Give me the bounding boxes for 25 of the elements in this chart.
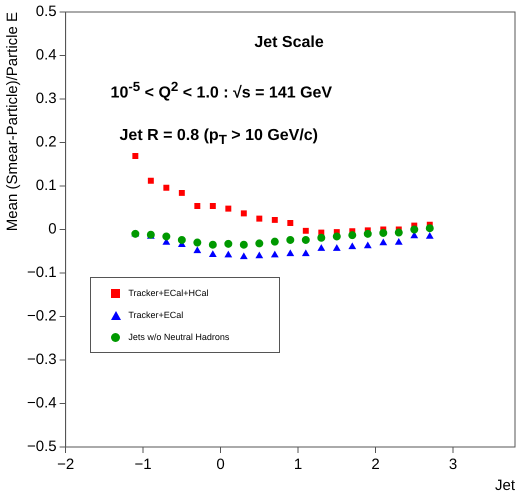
annotation: 10$^{-5}$ < Q$^{2}$ < 1.0 : √s = 141 GeV — [110, 79, 332, 103]
x-tick-label: −1 — [134, 456, 152, 474]
annotation: Jet R = 0.8 (p$_{T}$ > 10 GeV/c) — [120, 127, 318, 148]
y-tick-label: 0.2 — [36, 134, 57, 151]
legend-label: Tracker+ECal — [128, 310, 184, 320]
y-tick-label: 0.5 — [36, 3, 57, 20]
legend-label: Jets w/o Neutral Hadrons — [128, 332, 230, 342]
x-tick-label: 2 — [371, 456, 380, 474]
y-tick-label: −0.2 — [26, 308, 57, 325]
y-tick-label: 0 — [48, 220, 57, 238]
y-tick-label: −0.1 — [26, 264, 57, 282]
y-tick-label: −0.5 — [26, 438, 57, 456]
y-tick-label: −0.3 — [26, 351, 57, 368]
x-tick-label: 3 — [448, 456, 458, 474]
y-tick-label: 0.3 — [36, 90, 57, 108]
legend-label: Tracker+ECal+HCal — [128, 288, 209, 298]
annotation: Jet Scale — [254, 34, 324, 52]
x-tick-label: −2 — [57, 456, 74, 474]
y-tick-label: 0.1 — [36, 177, 57, 194]
x-tick-label: 0 — [216, 456, 225, 474]
y-axis-title: Mean (Smear-Particle)/Particle E — [4, 12, 22, 232]
x-axis-title: Jet — [494, 477, 516, 494]
y-tick-label: 0.4 — [36, 46, 57, 64]
y-tick-label: −0.4 — [26, 394, 57, 412]
x-tick-label: 1 — [294, 456, 302, 474]
